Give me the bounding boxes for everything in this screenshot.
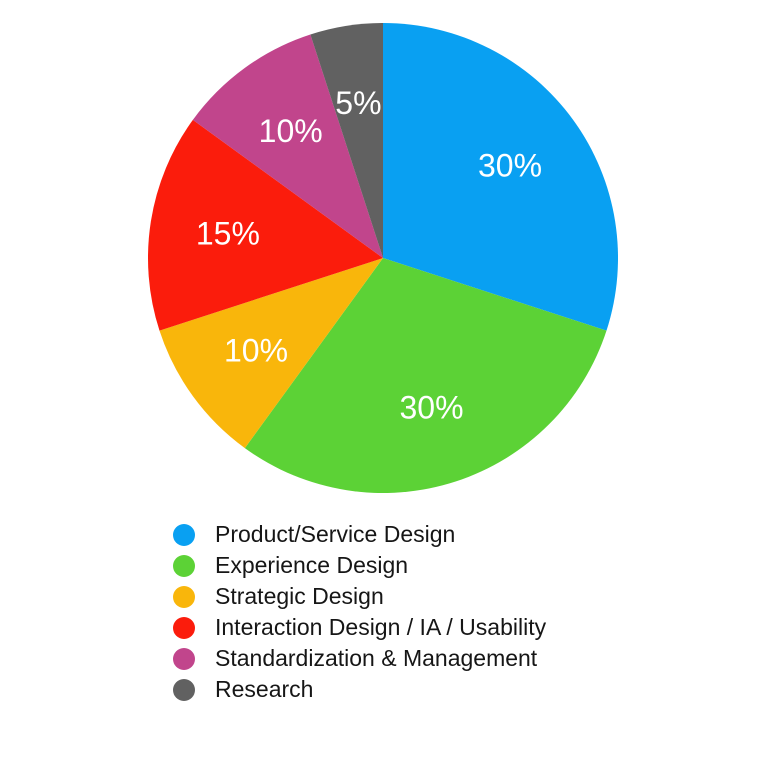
legend-item: Standardization & Management (173, 643, 546, 674)
pie-slice-percent-label: 15% (196, 215, 260, 251)
legend-label: Standardization & Management (215, 645, 538, 671)
legend-swatch-icon (173, 523, 195, 546)
pie-slice-2 (244, 258, 607, 494)
legend-label: Experience Design (215, 552, 409, 578)
legend-swatch-icon (173, 554, 195, 577)
legend-item: Strategic Design (173, 581, 546, 612)
pie-slice-percent-label: 30% (478, 148, 542, 184)
pie-slice-4 (147, 119, 383, 331)
legend-label: Strategic Design (215, 583, 384, 609)
pie-slice-percent-label: 10% (259, 113, 323, 149)
pie-slice-5 (192, 34, 383, 258)
legend-item: Experience Design (173, 550, 546, 581)
pie-slice-percent-label: 10% (224, 332, 288, 368)
legend-swatch-icon (173, 647, 195, 670)
pie-chart-svg: 30% 30% 10% 15% 10% 5% (147, 23, 619, 494)
legend-item: Product/Service Design (173, 519, 546, 550)
pie-slice-percent-label: 30% (399, 389, 463, 425)
legend-swatch-icon (173, 616, 195, 639)
legend-item: Interaction Design / IA / Usability (173, 612, 546, 643)
legend-label: Product/Service Design (215, 521, 456, 547)
legend-item: Research (173, 674, 546, 705)
legend-label: Research (215, 676, 314, 702)
pie-slice-6 (310, 23, 383, 258)
legend-label: Interaction Design / IA / Usability (215, 614, 547, 640)
legend-swatch-icon (173, 585, 195, 608)
pie-slice-percent-label: 5% (335, 85, 381, 121)
legend: Product/Service Design Experience Design S… (173, 519, 546, 705)
pie-slice-1 (383, 23, 619, 331)
legend-swatch-icon (173, 678, 195, 701)
pie-slice-3 (159, 258, 383, 449)
